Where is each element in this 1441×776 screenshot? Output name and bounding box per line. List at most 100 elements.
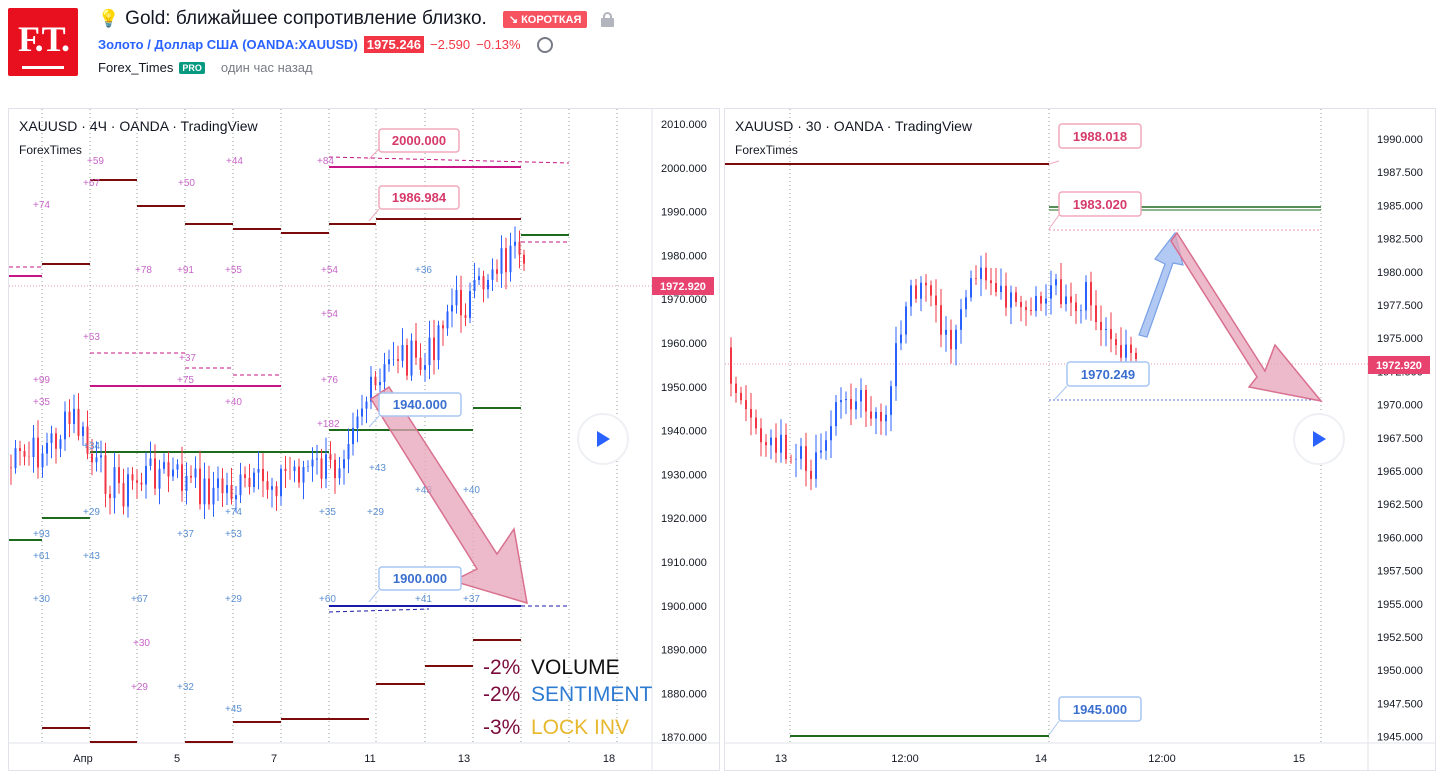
y-tick-label: 1900.000 [661, 601, 707, 613]
right-current-price-tag: 1972.920 [1368, 356, 1430, 374]
pro-badge: PRO [179, 61, 205, 74]
chart-legend-sub: ForexTimes [19, 143, 82, 157]
label-2000-text: 2000.000 [392, 133, 446, 148]
y-tick-label: 1980.000 [1377, 267, 1423, 279]
annot-pink: +40 [225, 397, 242, 408]
author-row: Forex_Times PRO один час назад [98, 60, 313, 75]
y-tick-label: 1870.000 [661, 732, 707, 744]
x-tick-label: 12:00 [1148, 753, 1176, 765]
label-1900-text: 1900.000 [393, 571, 447, 586]
y-tick-label: 1930.000 [661, 469, 707, 481]
blue-annotations: +36 +34 +43 +43 +40 +29 +35 +29 +93 +61 … [33, 265, 480, 715]
price-change-percent: −0.13% [476, 37, 521, 52]
dashed-magenta-lines [9, 156, 570, 376]
y-tick-label: 1950.000 [661, 382, 707, 394]
annot-pink: +55 [225, 265, 242, 276]
y-tick-label: 1990.000 [661, 207, 707, 219]
left-time-axis[interactable]: Апр 5 7 11 13 18 [73, 753, 615, 765]
lockinv-pct: -3% [483, 716, 520, 739]
y-tick-label: 1957.500 [1377, 566, 1423, 578]
annot-pink: +54 [321, 309, 338, 320]
y-tick-label: 1977.500 [1377, 300, 1423, 312]
y-tick-label: 1880.000 [661, 688, 707, 700]
annot-blue: +34 [83, 441, 100, 452]
y-tick-label: 1890.000 [661, 645, 707, 657]
annot-pink: +59 [87, 156, 104, 167]
symbol-link[interactable]: Золото / Доллар США (OANDA:XAUUSD) [98, 37, 358, 52]
y-tick-label: 1952.500 [1377, 632, 1423, 644]
label-1983-text: 1983.020 [1073, 197, 1127, 212]
play-button[interactable] [577, 413, 629, 465]
right-chart-svg[interactable]: 1988.018 1983.020 1970.249 1945.000 XAUU… [725, 109, 1435, 770]
right-chart-panel[interactable]: 1988.018 1983.020 1970.249 1945.000 XAUU… [724, 108, 1436, 771]
y-tick-label: 1960.000 [661, 338, 707, 350]
x-tick-label: 13 [458, 753, 470, 765]
annot-blue: +61 [33, 551, 50, 562]
annot-pink: +37 [179, 353, 196, 364]
label-1988: 1988.018 [1048, 123, 1142, 165]
x-tick-label: 15 [1293, 753, 1305, 765]
label-1970: 1970.249 [1054, 361, 1150, 400]
annot-pink: +99 [33, 375, 50, 386]
annot-blue: +32 [177, 682, 194, 693]
annot-blue: +30 [33, 594, 50, 605]
volume-label: VOLUME [531, 656, 620, 679]
right-candles [730, 252, 1137, 491]
alarm-clock-icon[interactable] [536, 36, 553, 53]
annot-blue: +37 [463, 594, 480, 605]
annot-pink: +76 [321, 375, 338, 386]
play-button[interactable] [1293, 413, 1345, 465]
down-arrow-projection [1170, 231, 1323, 403]
level-lines-darkred [42, 179, 521, 743]
annot-pink: +67 [83, 178, 100, 189]
y-tick-label: 1975.000 [1377, 333, 1423, 345]
y-tick-label: 1950.000 [1377, 665, 1423, 677]
annot-blue: +60 [319, 594, 336, 605]
x-tick-label: 18 [603, 753, 615, 765]
brand-logo: F.T. [8, 8, 78, 76]
annot-pink: +50 [178, 178, 195, 189]
annot-blue: +43 [415, 485, 432, 496]
right-time-axis[interactable]: 13 12:00 14 12:00 15 [775, 753, 1305, 765]
logo-text: F.T. [17, 19, 70, 59]
left-chart-svg[interactable]: +59 +67 +74 +50 +44 +84 +78 +91 +55 +54 … [9, 109, 719, 770]
x-tick-label: 11 [364, 753, 375, 765]
label-1945-text: 1945.000 [1073, 702, 1127, 717]
session-separators [789, 109, 1322, 743]
annot-blue: +29 [225, 594, 242, 605]
label-1945: 1945.000 [1048, 696, 1142, 736]
left-current-price-tag: 1972.920 [652, 277, 714, 295]
author-name[interactable]: Forex_Times [98, 60, 174, 75]
y-tick-label: 1920.000 [661, 513, 707, 525]
y-tick-label: 1990.000 [1377, 134, 1423, 146]
left-current-price-text: 1972.920 [660, 281, 706, 293]
y-tick-label: 1940.000 [661, 426, 707, 438]
label-1940-text: 1940.000 [393, 397, 447, 412]
y-tick-label: 1970.000 [1377, 400, 1423, 412]
annot-blue: +29 [367, 507, 384, 518]
x-tick-label: 5 [174, 753, 180, 765]
annot-pink: +54 [321, 265, 338, 276]
lockinv-label: LOCK INV [531, 716, 629, 739]
left-price-axis[interactable]: 2010.000 2000.000 1990.000 1980.000 1970.000… [661, 119, 707, 744]
annot-pink: +91 [177, 265, 194, 276]
annot-blue: +40 [463, 485, 480, 496]
left-candles [10, 226, 525, 520]
label-1940: 1940.000 [368, 392, 462, 428]
annot-blue: +37 [177, 529, 194, 540]
lightbulb-icon: 💡 [98, 9, 120, 28]
annot-blue: +35 [319, 507, 336, 518]
sentiment-pct: -2% [483, 683, 520, 706]
y-tick-label: 1982.500 [1377, 234, 1423, 246]
right-price-axis[interactable]: 1990.000 1987.500 1985.000 1982.500 1980.000… [1377, 134, 1423, 744]
left-chart-panel[interactable]: +59 +67 +74 +50 +44 +84 +78 +91 +55 +54 … [8, 108, 720, 771]
x-tick-label: Апр [73, 753, 92, 765]
level-lines-magenta [9, 166, 521, 387]
annot-pink: +44 [226, 156, 243, 167]
risk-legend-block: -2% VOLUME -2% SENTIMENT -3% LOCK INV [483, 656, 653, 739]
level-line-1900-dashed [328, 608, 430, 613]
annot-pink: +182 [317, 419, 340, 430]
label-1988-text: 1988.018 [1073, 129, 1127, 144]
annot-pink: +29 [131, 682, 148, 693]
y-tick-label: 1967.500 [1377, 433, 1423, 445]
